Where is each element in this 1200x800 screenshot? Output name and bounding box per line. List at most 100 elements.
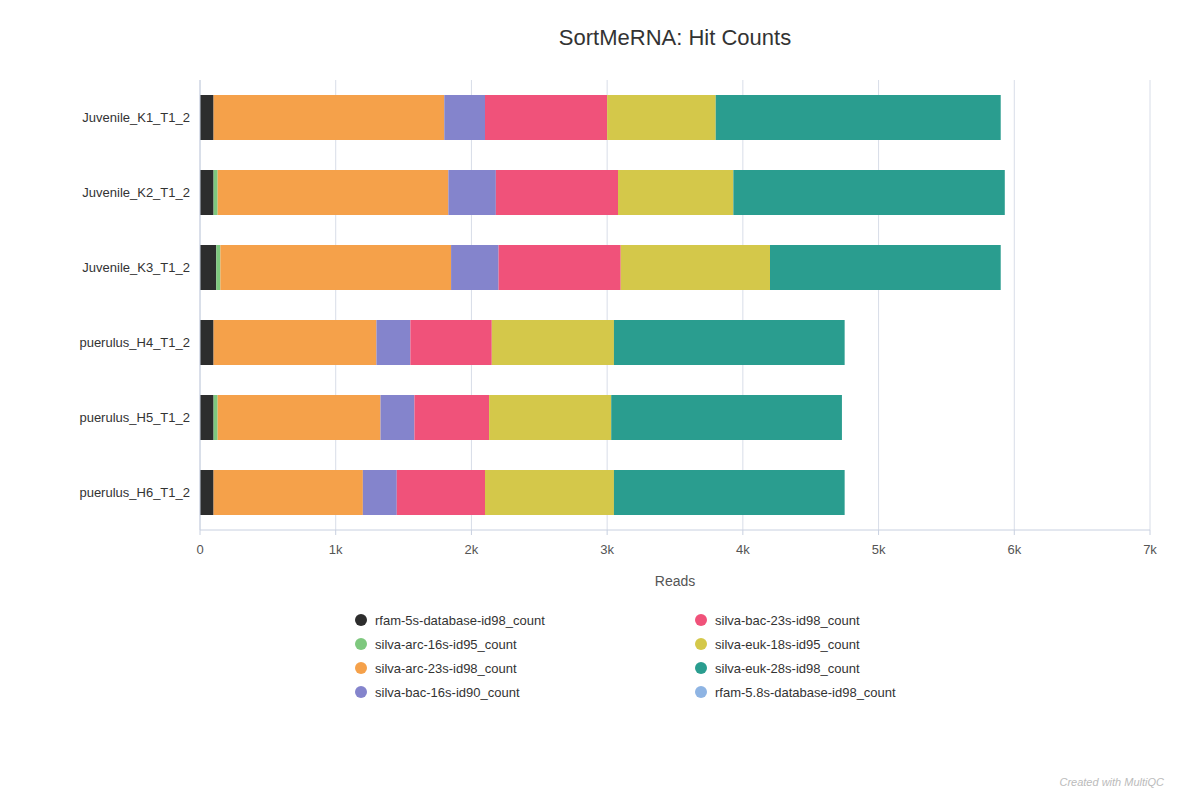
- grid-line: [607, 80, 608, 530]
- grid-line: [1014, 80, 1015, 530]
- bar: [214, 320, 377, 365]
- category-label: Juvenile_K3_T1_2: [82, 260, 190, 275]
- series: [200, 95, 216, 515]
- legend-swatch: [695, 662, 707, 674]
- y-axis-line: [200, 80, 201, 530]
- tick-label: 6k: [1007, 542, 1021, 557]
- bar: [448, 170, 496, 215]
- chart: SortMeRNA: Hit Counts 0 1k 2k 3k 4k 5k 6k 7k Juve…: [0, 0, 1200, 800]
- bar: [492, 320, 614, 365]
- bar: [614, 470, 845, 515]
- bars: [200, 95, 1005, 515]
- x-ticks: 0 1k 2k 3k 4k 5k 6k 7k: [196, 530, 1157, 557]
- grid-line: [200, 80, 201, 530]
- grid: [200, 80, 1150, 530]
- bar: [485, 470, 614, 515]
- legend-label: silva-euk-18s-id95_count: [715, 637, 860, 652]
- bar: [1004, 170, 1005, 215]
- bar: [376, 320, 410, 365]
- tick-label: 3k: [600, 542, 614, 557]
- bar: [200, 245, 216, 290]
- bar: [844, 470, 845, 515]
- tick-mark: [878, 530, 879, 535]
- legend-label: silva-bac-23s-id98_count: [715, 613, 860, 628]
- series: [485, 95, 770, 515]
- legend-swatch: [355, 614, 367, 626]
- tick-label: 5k: [872, 542, 886, 557]
- series: [214, 95, 451, 515]
- legend: rfam-5s-database-id98_count silva-arc-16s…: [355, 613, 896, 700]
- legend-swatch: [695, 614, 707, 626]
- bar: [614, 320, 845, 365]
- category-label: Juvenile_K2_T1_2: [82, 185, 190, 200]
- category-label: puerulus_H6_T1_2: [79, 485, 190, 500]
- legend-swatch: [695, 686, 707, 698]
- tick-mark: [471, 530, 472, 535]
- bar: [496, 170, 618, 215]
- bar: [218, 395, 381, 440]
- series: [363, 95, 499, 515]
- tick-mark: [335, 530, 336, 535]
- tick-label: 4k: [736, 542, 750, 557]
- category-label: Juvenile_K1_T1_2: [82, 110, 190, 125]
- bar: [414, 395, 489, 440]
- title: SortMeRNA: Hit Counts: [559, 25, 791, 50]
- bar: [1000, 95, 1001, 140]
- tick-mark: [742, 530, 743, 535]
- bar: [214, 95, 445, 140]
- bar: [1000, 245, 1001, 290]
- bar: [716, 95, 1001, 140]
- grid-line: [1150, 80, 1151, 530]
- bar: [410, 320, 491, 365]
- legend-swatch: [355, 686, 367, 698]
- legend-label: silva-arc-23s-id98_count: [375, 661, 517, 676]
- legend-swatch: [695, 638, 707, 650]
- tick-label: 1k: [329, 542, 343, 557]
- tick-label: 2k: [465, 542, 479, 557]
- bar: [621, 245, 770, 290]
- legend-label: silva-euk-28s-id98_count: [715, 661, 860, 676]
- bar: [214, 170, 218, 215]
- tick-mark: [1014, 530, 1015, 535]
- tick-label: 7k: [1143, 542, 1157, 557]
- bar: [220, 245, 451, 290]
- watermark: Created with MultiQC: [1059, 776, 1164, 788]
- category-label: puerulus_H4_T1_2: [79, 335, 190, 350]
- bar: [770, 245, 1001, 290]
- tick-mark: [200, 530, 201, 535]
- bar: [200, 320, 214, 365]
- grid-line: [742, 80, 743, 530]
- bar: [499, 245, 621, 290]
- series: [611, 95, 1005, 515]
- bar: [444, 95, 485, 140]
- bar: [607, 95, 716, 140]
- bar: [841, 395, 842, 440]
- bar: [844, 320, 845, 365]
- bar: [489, 395, 611, 440]
- legend-swatch: [355, 638, 367, 650]
- legend-label: silva-bac-16s-id90_count: [375, 685, 520, 700]
- legend-label: rfam-5.8s-database-id98_count: [715, 685, 896, 700]
- bar: [200, 395, 214, 440]
- tick-mark: [1150, 530, 1151, 535]
- bar: [618, 170, 733, 215]
- series: [397, 95, 621, 515]
- legend-label: silva-arc-16s-id95_count: [375, 637, 517, 652]
- x-axis-line: [200, 530, 1150, 531]
- x-axis-label: Reads: [655, 573, 695, 589]
- bar: [214, 395, 218, 440]
- legend-swatch: [355, 662, 367, 674]
- grid-line: [878, 80, 879, 530]
- category-label: puerulus_H5_T1_2: [79, 410, 190, 425]
- legend-label: rfam-5s-database-id98_count: [375, 613, 545, 628]
- bar: [200, 470, 214, 515]
- grid-line: [471, 80, 472, 530]
- bar: [216, 245, 220, 290]
- grid-line: [335, 80, 336, 530]
- bar: [200, 170, 214, 215]
- bar: [381, 395, 415, 440]
- bar: [363, 470, 397, 515]
- tick-label: 0: [196, 542, 203, 557]
- bar: [611, 395, 842, 440]
- background: [0, 0, 1200, 800]
